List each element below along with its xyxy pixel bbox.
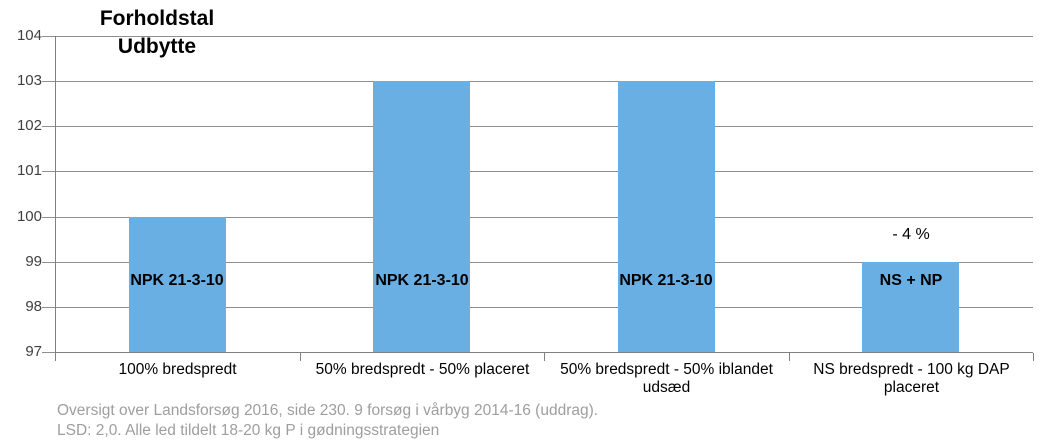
x-tick <box>300 353 301 361</box>
bar-1 <box>129 217 226 352</box>
y-tick-label: 101 <box>16 162 42 179</box>
y-tick-label: 98 <box>25 298 42 315</box>
x-category-label: 100% bredspredt <box>118 361 237 378</box>
bar-value-label: NPK 21-3-10 <box>375 272 469 289</box>
y-tick-label: 104 <box>16 27 42 44</box>
gridline <box>42 262 1033 263</box>
y-tick-label: 99 <box>25 253 42 270</box>
footnote-line-1: Oversigt over Landsforsøg 2016, side 230… <box>57 402 599 419</box>
gridline <box>42 217 1033 218</box>
x-axis-line <box>55 352 1033 353</box>
footnote-line-2: LSD: 2,0. Alle led tildelt 18-20 kg P i … <box>57 422 440 439</box>
chart-footnote: Oversigt over Landsforsøg 2016, side 230… <box>57 401 598 441</box>
x-category-label: NS bredspredt - 100 kg DAP placeret <box>813 361 1010 396</box>
x-tick <box>544 353 545 361</box>
bar-4 <box>862 262 959 352</box>
bar-annotation: - 4 % <box>892 226 930 243</box>
plot-area: NPK 21-3-10 NPK 21-3-10 NPK 21-3-10 NS + NP… <box>42 36 1033 353</box>
gridline <box>42 171 1033 172</box>
chart-title-line-1: Forholdstal <box>99 7 215 30</box>
y-tick-label: 100 <box>16 208 42 225</box>
gridline <box>42 307 1033 308</box>
bar-value-label: NPK 21-3-10 <box>130 272 224 289</box>
chart-title: Forholdstal Udbytte <box>62 5 252 61</box>
x-category-label: 50% bredspredt - 50% iblandet udsæd <box>560 361 773 396</box>
gridline <box>42 36 1033 37</box>
chart-title-line-2: Udbytte <box>117 35 197 58</box>
x-category-label: 50% bredspredt - 50% placeret <box>315 361 530 378</box>
y-axis-line <box>55 36 56 353</box>
bar-2 <box>373 81 470 352</box>
x-tick <box>1033 353 1034 361</box>
gridline <box>42 126 1033 127</box>
y-tick-label: 102 <box>16 117 42 134</box>
x-tick <box>789 353 790 361</box>
x-tick <box>55 353 56 361</box>
bar-value-label: NPK 21-3-10 <box>619 272 713 289</box>
gridline <box>42 81 1033 82</box>
bar-3 <box>618 81 715 352</box>
y-tick-label: 103 <box>16 72 42 89</box>
y-tick-label: 97 <box>25 343 42 360</box>
bar-value-label: NS + NP <box>879 272 943 289</box>
